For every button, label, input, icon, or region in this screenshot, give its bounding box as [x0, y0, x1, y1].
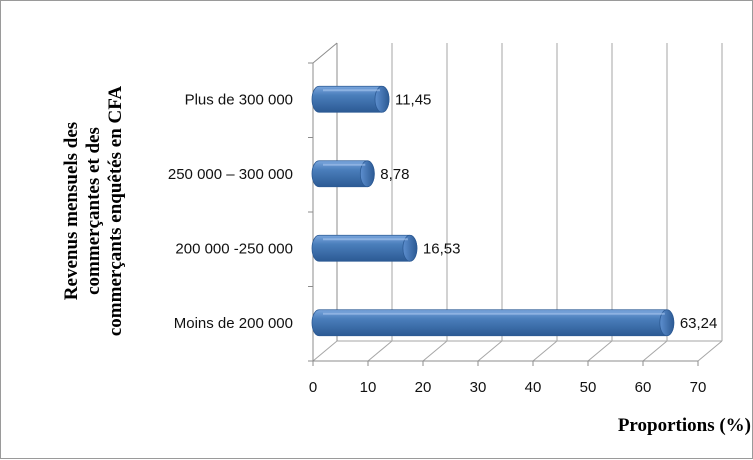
category-label-1: 200 000 -250 000 — [175, 240, 293, 257]
data-label-1: 16,53 — [423, 240, 461, 257]
x-tick-label-20: 20 — [415, 379, 432, 396]
floor-line-50 — [587, 340, 613, 362]
data-label-0: 63,24 — [680, 315, 718, 332]
category-label-2: 250 000 – 300 000 — [168, 166, 293, 183]
bar-3 — [311, 85, 390, 113]
x-axis-label: Proportions (%) — [618, 415, 751, 436]
data-label-2: 8,78 — [380, 166, 409, 183]
floor-line-70 — [697, 340, 723, 362]
floor-line-20 — [422, 340, 448, 362]
bar-cap-2 — [359, 160, 375, 188]
left-wall-top-edge — [312, 42, 338, 64]
bar-2 — [311, 160, 375, 188]
bar-cap-1 — [402, 234, 418, 262]
x-tick-label-10: 10 — [360, 379, 377, 396]
category-label-0: Moins de 200 000 — [174, 315, 293, 332]
y-axis-label-line-3: commerçants enquêtés en CFA — [105, 86, 126, 337]
x-tick-label-40: 40 — [525, 379, 542, 396]
bar-cap-0 — [659, 309, 675, 337]
x-tick-label-50: 50 — [580, 379, 597, 396]
category-label-3: Plus de 300 000 — [185, 91, 293, 108]
floor-line-0 — [312, 340, 338, 362]
x-tick-label-0: 0 — [309, 379, 317, 396]
floor-line-40 — [532, 340, 558, 362]
x-tick-label-60: 60 — [635, 379, 652, 396]
y-axis-label-line-2: commerçantes et des — [83, 127, 104, 295]
floor-line-10 — [367, 340, 393, 362]
bar-0 — [311, 309, 675, 337]
x-tick-label-70: 70 — [690, 379, 707, 396]
floor-line-30 — [477, 340, 503, 362]
x-tick-label-30: 30 — [470, 379, 487, 396]
y-axis-label-line-1: Revenus mensuels des — [61, 122, 82, 300]
floor-line-60 — [642, 340, 668, 362]
bar-1 — [311, 234, 418, 262]
bar-cap-3 — [374, 85, 390, 113]
data-label-3: 11,45 — [395, 91, 431, 108]
